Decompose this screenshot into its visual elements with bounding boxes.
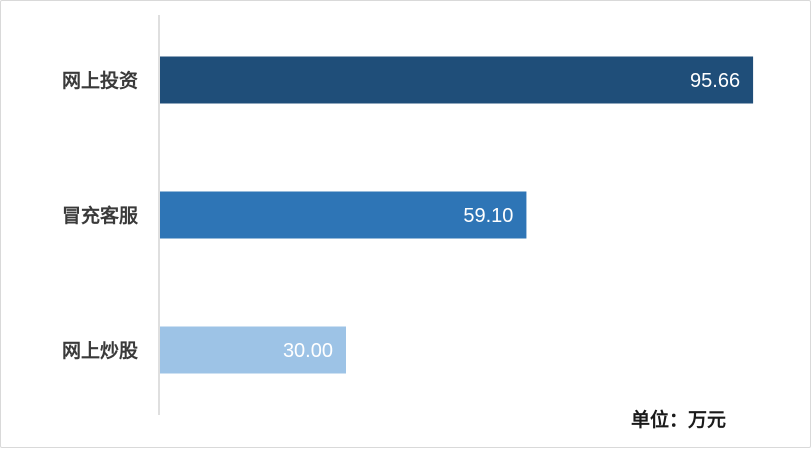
category-label-3: 网上炒股 bbox=[62, 340, 138, 362]
bar-1 bbox=[160, 56, 754, 104]
value-label-1: 95.66 bbox=[690, 70, 740, 92]
value-label-3: 30.00 bbox=[283, 340, 333, 362]
bar-3 bbox=[160, 326, 346, 374]
category-label-2: 冒充客服 bbox=[62, 204, 139, 227]
bars-group: 网上投资 95.66 冒充客服 59.10 网上炒股 30.00 bbox=[62, 56, 754, 374]
value-label-2: 59.10 bbox=[463, 205, 513, 227]
unit-note: 单位：万元 bbox=[631, 409, 727, 431]
bar-2 bbox=[160, 191, 527, 239]
category-label-1: 网上投资 bbox=[62, 69, 138, 92]
